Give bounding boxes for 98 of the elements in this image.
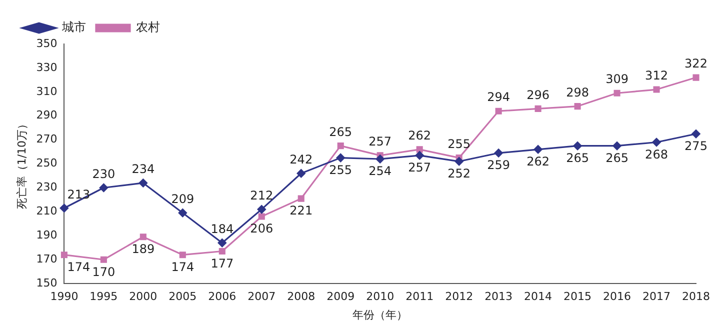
data-label: 177 (210, 256, 234, 270)
point (376, 154, 384, 164)
y-tick-label: 350 (36, 36, 58, 50)
point (416, 146, 423, 153)
point (60, 204, 68, 212)
point (336, 154, 345, 162)
y-tick-label: 210 (36, 204, 58, 218)
data-label: 275 (684, 138, 708, 153)
y-axis-title: 死亡率（1/10万） (15, 118, 28, 210)
data-label: 252 (448, 166, 471, 181)
x-tick-label: 2009 (326, 290, 355, 304)
x-tick-label: 2014 (524, 290, 552, 304)
point (692, 130, 700, 138)
data-label: 189 (132, 242, 155, 256)
data-label: 309 (606, 72, 628, 86)
point (337, 142, 344, 150)
x-axis-title: 年份（年） (352, 308, 408, 322)
data-label: 213 (67, 187, 90, 202)
data-label: 296 (526, 88, 550, 102)
x-tick-label: 2008 (287, 290, 316, 304)
point (653, 86, 660, 93)
data-label: 170 (92, 264, 116, 279)
x-tick-label: 1995 (90, 290, 118, 304)
x-tick-label: 2010 (366, 290, 394, 304)
data-label: 221 (290, 204, 313, 218)
x-tick-label: 2000 (129, 290, 158, 304)
data-label: 257 (408, 160, 432, 175)
y-tick-label: 150 (36, 276, 58, 290)
x-tick-label: 2016 (603, 290, 632, 304)
data-label: 255 (329, 162, 352, 177)
point (140, 234, 146, 240)
data-label: 259 (487, 158, 510, 172)
data-label: 234 (132, 162, 155, 176)
point (574, 103, 581, 110)
data-label: 255 (448, 136, 471, 151)
point (612, 142, 622, 150)
point (218, 248, 226, 255)
x-tick-label: 2015 (564, 290, 592, 304)
x-tick-label: 2017 (642, 290, 671, 304)
data-label: 174 (67, 260, 90, 274)
point (652, 138, 661, 147)
point (100, 256, 107, 263)
x-tick-label: 2005 (168, 290, 197, 304)
legend-label: 城市 (61, 20, 86, 34)
data-label: 265 (329, 124, 352, 139)
point (298, 195, 304, 202)
point (494, 148, 503, 158)
data-label: 262 (526, 154, 550, 169)
data-label: 265 (606, 150, 628, 165)
legend-label: 农村 (136, 20, 160, 34)
y-tick-label: 270 (36, 132, 58, 146)
data-label: 212 (250, 188, 274, 202)
point (138, 178, 148, 188)
point (495, 108, 502, 114)
y-tick-label: 290 (36, 108, 58, 122)
data-label: 209 (171, 192, 194, 206)
y-tick-label: 330 (36, 60, 58, 74)
point (692, 74, 700, 81)
data-label: 322 (684, 56, 708, 71)
y-tick-label: 310 (36, 84, 58, 98)
point (415, 151, 424, 160)
x-tick-label: 2007 (248, 290, 276, 304)
x-tick-label: 2012 (445, 290, 474, 304)
y-tick-label: 170 (36, 252, 58, 266)
point (534, 145, 542, 154)
data-label: 242 (290, 152, 313, 167)
point (99, 183, 108, 192)
point (614, 90, 620, 96)
x-tick-label: 1990 (50, 290, 78, 304)
x-tick-label: 2006 (208, 290, 236, 304)
y-tick-label: 190 (36, 228, 58, 242)
x-tick-label: 2013 (484, 290, 513, 304)
point (534, 105, 542, 112)
point (454, 157, 464, 166)
point (258, 213, 265, 220)
data-label: 298 (566, 85, 589, 100)
data-label: 265 (566, 150, 589, 165)
x-tick-label: 2018 (682, 290, 710, 304)
point (257, 205, 266, 214)
data-label: 262 (408, 128, 432, 143)
point (296, 169, 306, 178)
point (178, 208, 187, 218)
data-label: 174 (171, 260, 194, 274)
data-label: 294 (487, 90, 510, 104)
data-label: 268 (645, 147, 668, 162)
data-label: 206 (250, 222, 274, 236)
data-label: 312 (645, 68, 668, 83)
point (60, 252, 68, 258)
x-tick-label: 2011 (406, 290, 434, 304)
data-label: 257 (368, 134, 392, 149)
data-label: 230 (92, 166, 116, 181)
data-label: 184 (210, 222, 234, 236)
y-tick-label: 230 (36, 180, 58, 194)
data-label: 254 (368, 164, 392, 178)
point (573, 142, 582, 150)
point (218, 238, 226, 248)
point (179, 252, 186, 258)
y-tick-label: 250 (36, 156, 58, 170)
